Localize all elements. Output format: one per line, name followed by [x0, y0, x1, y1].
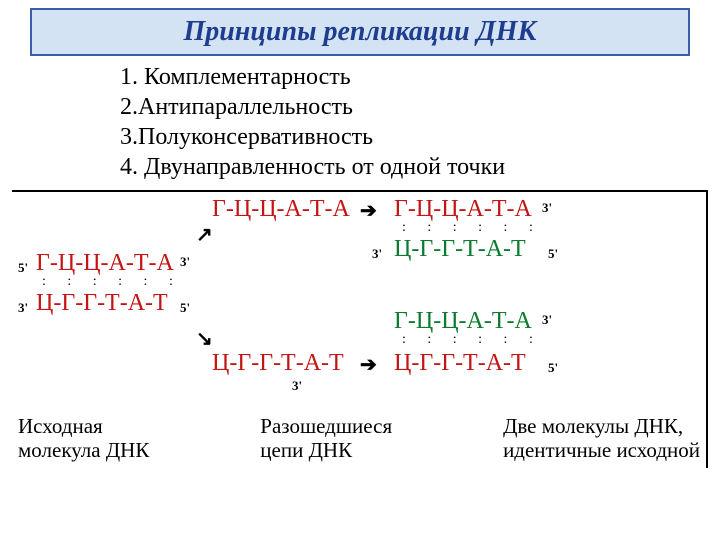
orig-3-right: 3'	[180, 254, 190, 270]
orig-3-left: 3'	[18, 300, 28, 316]
arrow-se-icon: ↘	[196, 326, 213, 351]
sep-top-seq: Г-Ц-Ц-А-Т-А	[212, 196, 350, 223]
newB-3-right: 3'	[542, 312, 552, 328]
caption-result-l1: Две молекулы ДНК,	[503, 414, 683, 438]
principles-list: 1. Комплементарность 2.Антипараллельност…	[120, 62, 720, 182]
principle-3: 3.Полуконсервативность	[120, 122, 720, 152]
newA-bonds: : : : : : :	[402, 224, 542, 232]
title-box: Принципы репликации ДНК	[30, 8, 690, 56]
arrow-ne-icon: ↗	[196, 222, 213, 247]
caption-original: Исходная молекула ДНК	[18, 414, 149, 462]
caption-result: Две молекулы ДНК, идентичные исходной	[503, 414, 700, 462]
newB-5-right: 5'	[548, 360, 558, 376]
newB-bot-seq: Ц-Г-Г-Т-А-Т	[394, 350, 526, 377]
orig-bot-seq: Ц-Г-Г-Т-А-Т	[36, 290, 168, 317]
orig-bonds: : : : : : :	[42, 278, 182, 286]
orig-top-seq: Г-Ц-Ц-А-Т-А	[36, 250, 174, 277]
caption-result-l2: идентичные исходной	[503, 438, 700, 462]
replication-diagram: 5' Г-Ц-Ц-А-Т-А 3' : : : : : : 3' Ц-Г-Г-Т…	[12, 190, 708, 468]
diagram-captions: Исходная молекула ДНК Разошедшиеся цепи …	[18, 414, 700, 462]
orig-5-left: 5'	[18, 260, 28, 276]
newB-bonds: : : : : : :	[402, 336, 542, 344]
sep-bot-3: 3'	[292, 378, 302, 394]
principle-4: 4. Двунаправленность от одной точки	[120, 152, 720, 182]
caption-original-l1: Исходная	[18, 414, 103, 438]
page-title: Принципы репликации ДНК	[183, 16, 536, 47]
newA-5-right: 5'	[548, 246, 558, 262]
newB-top-seq: Г-Ц-Ц-А-Т-А	[394, 308, 532, 335]
newA-3-left: 3'	[372, 246, 382, 262]
newA-top-seq: Г-Ц-Ц-А-Т-А	[394, 196, 532, 223]
caption-separated-l2: цепи ДНК	[260, 438, 352, 462]
orig-5-right: 5'	[180, 300, 190, 316]
caption-separated-l1: Разошедшиеся	[260, 414, 392, 438]
caption-separated: Разошедшиеся цепи ДНК	[260, 414, 392, 462]
principle-2: 2.Антипараллельность	[120, 92, 720, 122]
arrow-bot-right-icon: ➔	[360, 352, 377, 377]
arrow-top-right-icon: ➔	[360, 198, 377, 223]
principle-1: 1. Комплементарность	[120, 62, 720, 92]
newA-bot-seq: Ц-Г-Г-Т-А-Т	[394, 236, 526, 263]
caption-original-l2: молекула ДНК	[18, 438, 149, 462]
sep-bot-seq: Ц-Г-Г-Т-А-Т	[212, 350, 344, 377]
newA-3-right: 3'	[542, 200, 552, 216]
